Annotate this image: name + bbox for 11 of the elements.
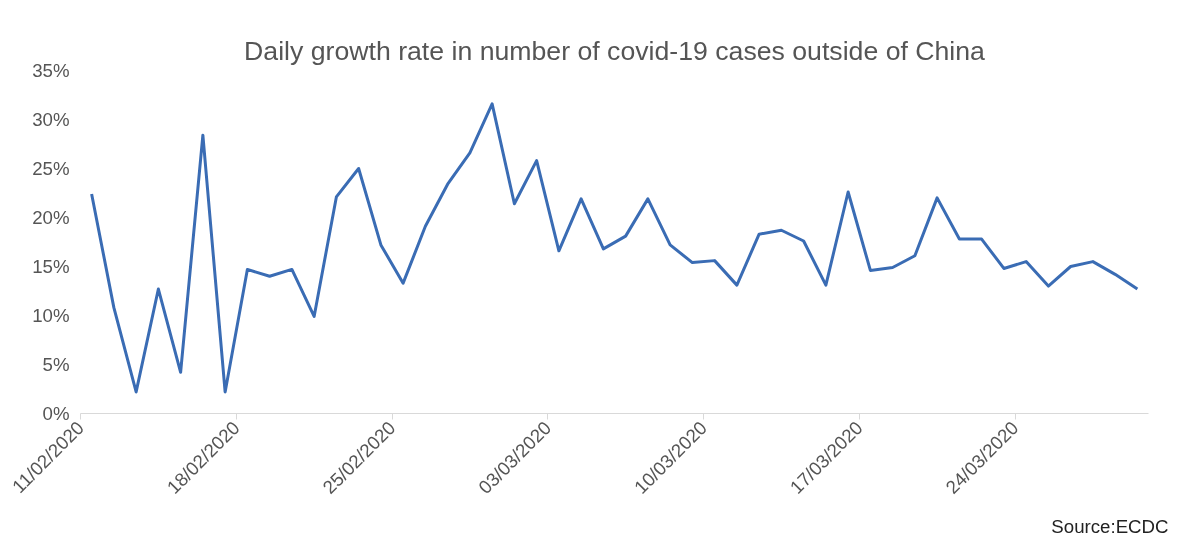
source-note: Source:ECDC bbox=[1051, 515, 1169, 537]
y-tick-label: 0% bbox=[42, 403, 70, 424]
line-series bbox=[90, 102, 1139, 394]
chart-title: Daily growth rate in number of covid-19 cases outside of China bbox=[244, 35, 986, 66]
y-tick-label: 20% bbox=[32, 207, 70, 228]
y-tick-label: 5% bbox=[42, 354, 70, 375]
y-tick-label: 15% bbox=[32, 256, 70, 277]
y-tick-label: 35% bbox=[32, 60, 70, 81]
y-tick-label: 25% bbox=[32, 158, 70, 179]
y-tick-label: 10% bbox=[32, 305, 70, 326]
y-tick-label: 30% bbox=[32, 109, 70, 130]
